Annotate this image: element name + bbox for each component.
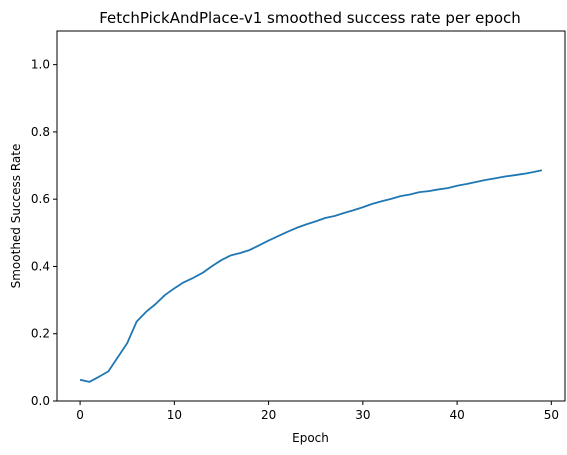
y-tick-label: 0.0	[31, 394, 50, 408]
y-axis: 0.0 0.2 0.4 0.6 0.8 1.0	[31, 58, 57, 408]
series-layer	[80, 170, 542, 382]
y-tick-label: 0.2	[31, 327, 50, 341]
y-tick-label: 0.4	[31, 259, 50, 273]
x-axis-label: Epoch	[292, 431, 329, 445]
x-tick-label: 0	[76, 408, 84, 422]
series-line-0	[80, 170, 542, 382]
x-tick-label: 50	[544, 408, 559, 422]
axes-frame	[57, 31, 565, 401]
plot-area	[57, 31, 565, 401]
y-tick-label: 0.8	[31, 125, 50, 139]
y-tick-label: 0.6	[31, 192, 50, 206]
x-tick-label: 20	[261, 408, 276, 422]
x-axis: 0 10 20 30 40 50	[76, 401, 559, 422]
chart-title: FetchPickAndPlace-v1 smoothed success ra…	[99, 9, 521, 27]
y-tick-label: 1.0	[31, 58, 50, 72]
x-tick-label: 30	[355, 408, 370, 422]
y-axis-label: Smoothed Success Rate	[9, 144, 23, 289]
x-tick-label: 40	[449, 408, 464, 422]
x-tick-label: 10	[167, 408, 182, 422]
